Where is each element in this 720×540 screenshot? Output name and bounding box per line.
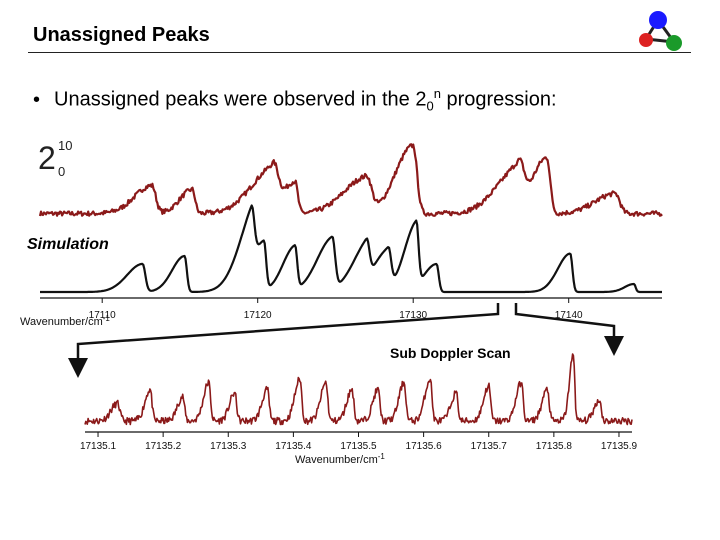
subdoppler-trace: [84, 353, 633, 426]
overview-x-tick-label: 17130: [399, 310, 427, 321]
overview-x-tick-label: 17140: [555, 310, 583, 321]
subdoppler-x-tick-label: 17135.7: [471, 441, 508, 452]
subdoppler-label: Sub Doppler Scan: [390, 345, 511, 361]
subdoppler-x-axis-title-sup: -1: [378, 452, 386, 461]
overview-x-axis-title-main: Wavenumber/cm: [20, 316, 103, 328]
subdoppler-x-tick-label: 17135.9: [601, 441, 638, 452]
bullet-superscript: n: [433, 86, 441, 101]
bullet-subscript: 0: [426, 98, 434, 114]
subdoppler-x-axis-title-main: Wavenumber/cm: [295, 454, 378, 466]
subdoppler-x-tick-label: 17135.2: [145, 441, 182, 452]
overview-x-axis-title-sup: -1: [103, 314, 111, 323]
subdoppler-x-tick-label: 17135.6: [406, 441, 443, 452]
subdoppler-x-tick-label: 17135.8: [536, 441, 573, 452]
logo-green-atom: [666, 35, 682, 51]
overview-x-tick-label: 17120: [244, 310, 272, 321]
band-label-sup: 10: [58, 138, 73, 153]
overview-x-tick-label: 17110: [89, 310, 117, 321]
simulation-label: Simulation: [27, 236, 109, 253]
subdoppler-x-axis-title: Wavenumber/cm-1: [295, 452, 385, 466]
overview-spectrum: 17110 17120 17130 17140 Wavenumber/cm-1: [20, 143, 663, 328]
overview-x-axis-title: Wavenumber/cm-1: [20, 314, 110, 328]
experiment-trace: [38, 143, 663, 217]
callout-right-line: [514, 303, 624, 356]
subdoppler-spectrum: 17135.1 17135.2 17135.3 17135.4 17135.5 17135…: [80, 353, 638, 466]
subdoppler-x-tick-label: 17135.3: [210, 441, 247, 452]
simulation-trace: [39, 204, 663, 294]
subdoppler-x-tick-label: 17135.1: [80, 441, 117, 452]
band-label-sub: 0: [58, 164, 66, 179]
bullet-text: Unassigned peaks were observed in the 2: [54, 88, 427, 111]
subdoppler-x-tick-label: 17135.5: [340, 441, 377, 452]
logo-blue-atom: [649, 11, 667, 29]
band-label-main: 2: [38, 140, 56, 176]
title-underline: [28, 52, 691, 53]
molecule-logo-icon: [639, 11, 682, 51]
subdoppler-x-tick-label: 17135.4: [275, 441, 312, 452]
bullet-text-end: progression:: [440, 88, 557, 111]
callout-left-line: [68, 303, 500, 378]
slide-title: Unassigned Peaks: [33, 24, 210, 46]
bullet-line: • Unassigned peaks were observed in the 2…: [33, 86, 557, 114]
bullet-dot: •: [33, 88, 41, 111]
band-label: 2 10 0: [38, 138, 72, 179]
logo-red-atom: [639, 33, 653, 47]
zoom-callout: [68, 303, 624, 378]
